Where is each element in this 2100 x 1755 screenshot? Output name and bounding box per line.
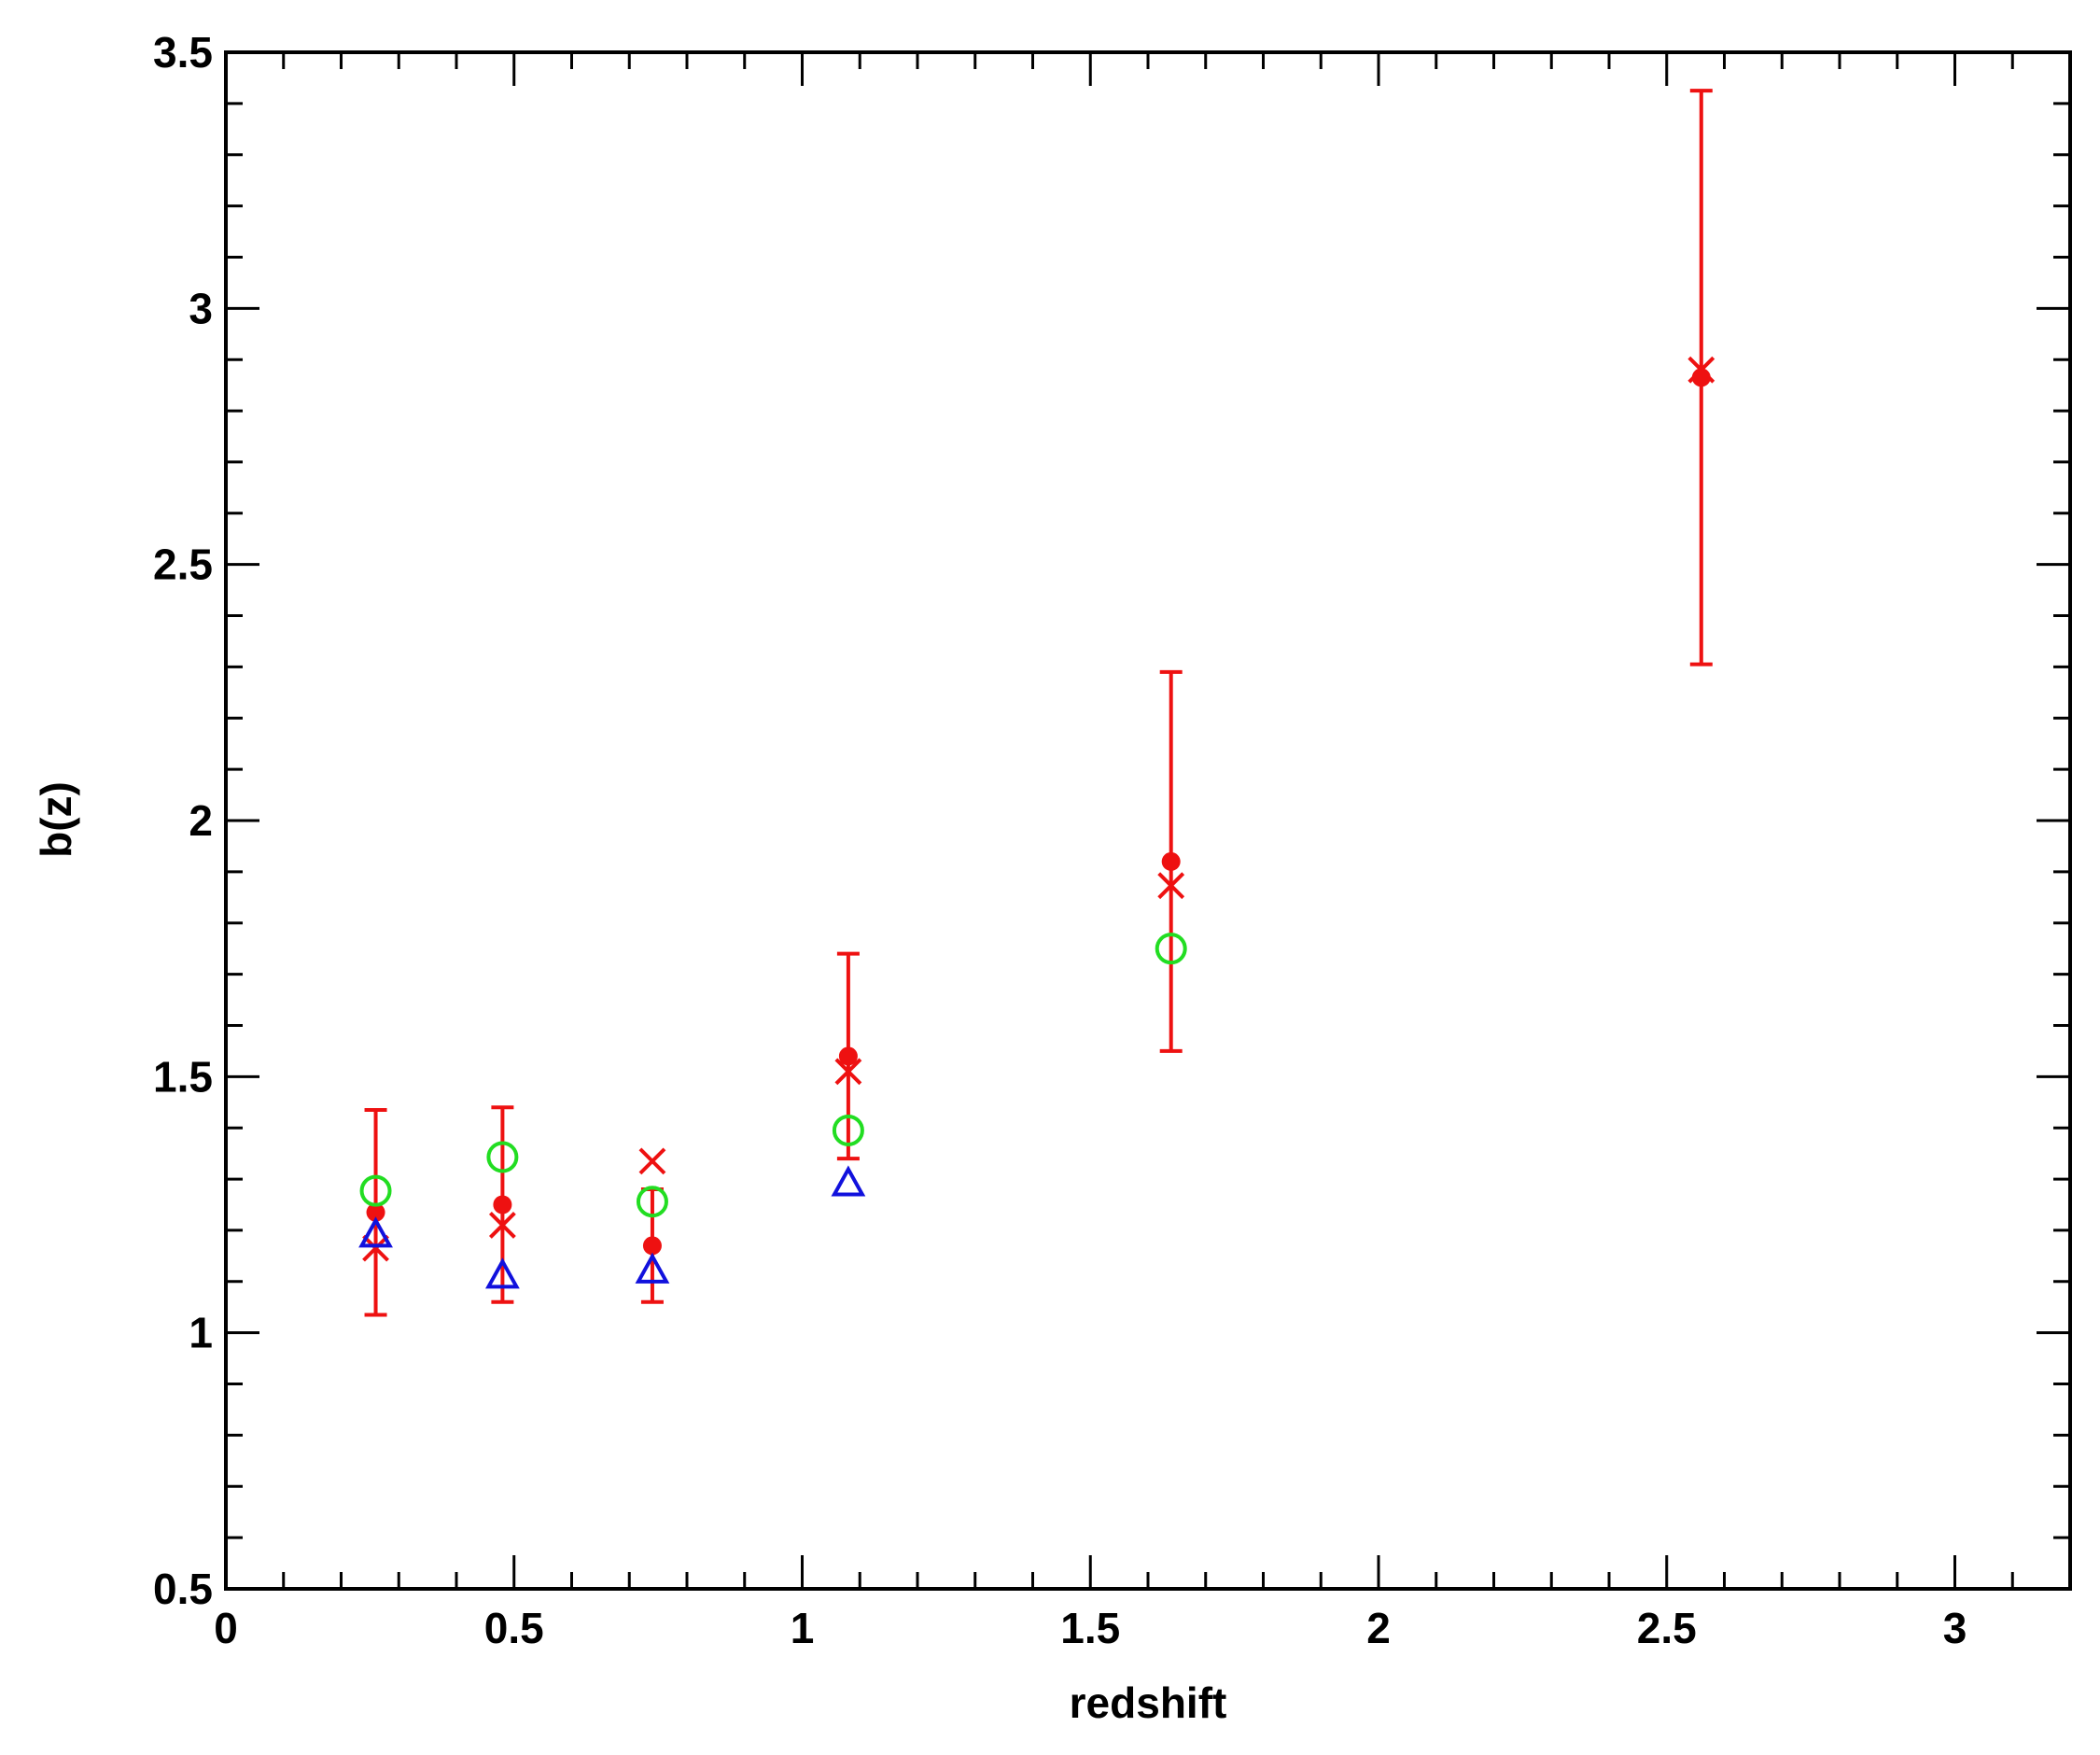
circle-marker	[1155, 933, 1187, 965]
x-tick-label: 3	[1943, 1604, 1967, 1652]
dot-marker	[642, 1236, 662, 1256]
triangle-marker	[485, 1257, 520, 1289]
dot-marker	[366, 1202, 385, 1222]
cross-marker	[362, 1234, 389, 1262]
y-tick-label: 0.5	[153, 1565, 213, 1613]
x-tick-label: 0	[214, 1604, 238, 1652]
cross-marker	[1157, 872, 1185, 900]
circle-marker	[359, 1174, 392, 1207]
x-tick-label: 1	[791, 1604, 815, 1652]
x-tick-label: 1.5	[1060, 1604, 1120, 1652]
cross-marker	[638, 1147, 666, 1175]
plot-frame	[224, 50, 2072, 1591]
dot-marker	[838, 1046, 858, 1066]
circle-marker	[486, 1141, 519, 1173]
y-axis-label: b(z)	[32, 781, 80, 858]
triangle-marker	[358, 1216, 393, 1248]
cross-marker	[488, 1212, 516, 1239]
cross-marker	[834, 1058, 862, 1086]
x-tick-label: 0.5	[484, 1604, 544, 1652]
y-tick-label: 2.5	[153, 541, 213, 589]
circle-marker	[636, 1186, 668, 1218]
dot-marker	[1161, 851, 1181, 871]
y-tick-label: 3	[189, 284, 213, 332]
x-tick-label: 2	[1366, 1604, 1391, 1652]
dot-marker	[493, 1195, 512, 1214]
triangle-marker	[831, 1165, 866, 1197]
y-tick-label: 3.5	[153, 28, 213, 77]
circle-marker	[832, 1114, 864, 1146]
x-tick-label: 2.5	[1637, 1604, 1697, 1652]
x-axis-label: redshift	[1070, 1678, 1227, 1727]
y-tick-label: 1.5	[153, 1052, 213, 1101]
y-tick-label: 2	[189, 796, 213, 845]
cross-marker	[1687, 356, 1715, 384]
y-tick-label: 1	[189, 1309, 213, 1357]
triangle-marker	[635, 1252, 670, 1284]
